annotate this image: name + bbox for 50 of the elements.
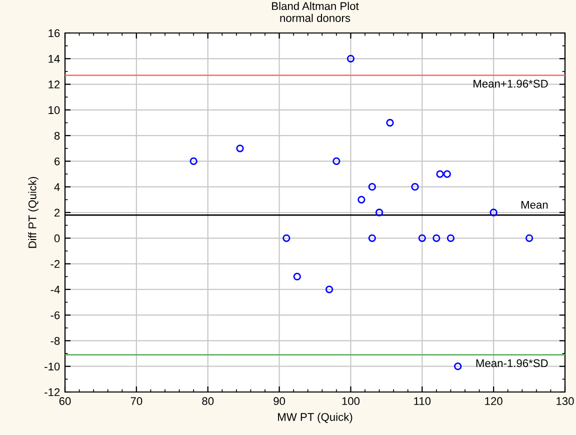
y-tick-label: -8 (50, 336, 60, 345)
point (432, 234, 440, 242)
x-tick-label: 110 (414, 397, 431, 406)
y-tick-label: -6 (50, 311, 60, 320)
y-tick-label: 6 (54, 157, 60, 166)
point (190, 157, 198, 166)
y-tick-label: 2 (54, 208, 60, 217)
point (346, 54, 355, 62)
point (411, 183, 419, 191)
x-tick-label: 70 (130, 397, 142, 406)
x-tick-label: 120 (485, 397, 502, 406)
point (325, 286, 334, 294)
y-tick-label: 8 (54, 132, 60, 140)
y-tick-label: 16 (48, 29, 60, 38)
legend-label: Mean (521, 200, 548, 209)
x-tick-label: 80 (202, 397, 214, 406)
point (418, 234, 426, 242)
point (282, 234, 290, 242)
y-tick-label: -10 (44, 362, 60, 370)
y-tick-label: 4 (54, 183, 60, 191)
point (375, 208, 384, 216)
x-tick-label: 130 (556, 397, 574, 406)
point (368, 234, 376, 242)
ref-line-label: Mean-1.96*SD (476, 359, 548, 368)
point (386, 118, 394, 127)
y-tick-label: 0 (54, 234, 60, 242)
point (293, 272, 301, 280)
point (332, 157, 340, 166)
y-tick-label: -2 (50, 260, 60, 268)
y-axis-title: Diff PT (Quick) (28, 176, 39, 248)
chart-title: Bland Altman Plot normal donors (272, 2, 359, 22)
point (236, 144, 244, 152)
x-tick-label: 60 (59, 397, 71, 406)
x-axis-title: MW PT (Quick) (278, 412, 352, 424)
point (368, 183, 376, 191)
point (446, 234, 455, 242)
y-tick-label: -12 (44, 388, 60, 396)
point (454, 362, 462, 370)
point (490, 208, 498, 216)
y-tick-label: 10 (48, 106, 60, 114)
ref-line-label: Mean+1.96*SD (474, 80, 548, 88)
point (525, 234, 534, 242)
point (443, 170, 451, 178)
point (436, 170, 444, 178)
x-tick-label: 90 (274, 397, 286, 406)
y-tick-label: 14 (48, 55, 60, 63)
y-tick-label: -4 (50, 286, 60, 294)
x-tick-label: 100 (342, 397, 360, 406)
y-tick-label: 12 (48, 80, 60, 88)
point (358, 196, 366, 204)
